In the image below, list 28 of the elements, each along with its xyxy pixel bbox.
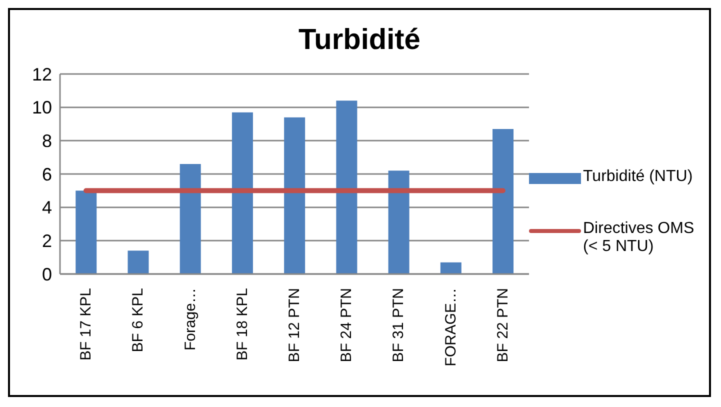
x-tick-label: BF 31 PTN (390, 288, 408, 362)
x-tick-label: BF 24 PTN (338, 288, 356, 362)
x-tick-label: BF 22 PTN (494, 288, 512, 362)
legend-label: Directives OMS (< 5 NTU) (583, 220, 696, 256)
bar (388, 170, 410, 274)
bar (284, 117, 306, 274)
y-tick-label: 6 (42, 164, 52, 184)
bar (440, 262, 462, 274)
x-tick-label: BF 18 KPL (234, 288, 251, 361)
x-tick-label: FORAGE… (442, 288, 460, 366)
chart-title: Turbidité (298, 24, 422, 58)
bar (128, 250, 149, 274)
y-tick-label: 12 (32, 64, 52, 84)
y-tick-label: 8 (42, 131, 52, 152)
legend-label: Turbidité (NTU) (583, 168, 693, 186)
bar (492, 129, 514, 274)
x-tick-label: Forage… (182, 288, 199, 351)
x-tick-label: BF 6 KPL (130, 288, 147, 352)
bar (232, 112, 253, 274)
y-tick-label: 4 (42, 198, 52, 218)
bar (76, 190, 97, 274)
bar (180, 164, 201, 274)
x-tick-label: BF 12 PTN (286, 288, 303, 362)
bar (336, 100, 358, 274)
y-tick-label: 10 (32, 98, 52, 118)
y-tick-label: 2 (42, 231, 52, 252)
x-tick-label: BF 17 KPL (78, 288, 95, 361)
y-tick-label: 0 (42, 264, 52, 284)
